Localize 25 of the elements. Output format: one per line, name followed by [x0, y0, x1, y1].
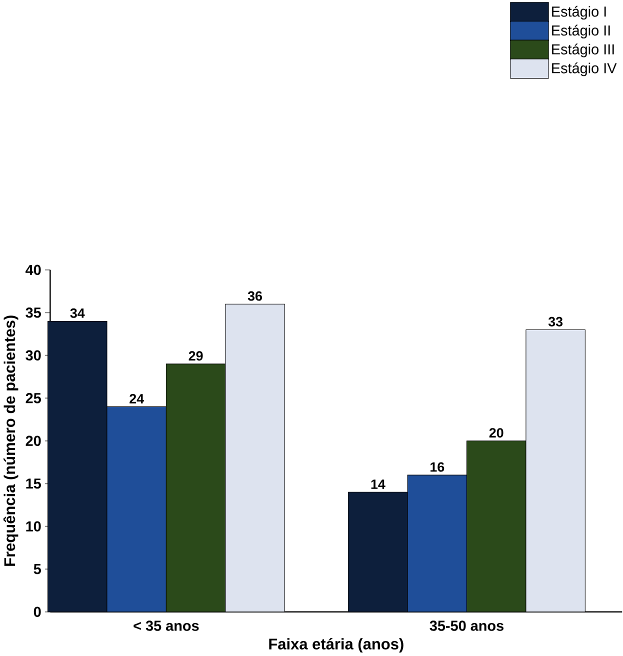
- data-label: 34: [70, 308, 85, 318]
- y-tick-label: 35: [26, 308, 42, 318]
- y-tick-label: 0: [34, 606, 41, 617]
- y-tick-label: 30: [26, 350, 41, 361]
- legend-label: Estágio I: [552, 6, 606, 20]
- y-tick-label: 20: [26, 436, 41, 446]
- data-label: 20: [489, 428, 504, 438]
- data-label: 33: [548, 316, 563, 326]
- y-tick-label: 10: [26, 521, 41, 532]
- y-tick-label: 15: [26, 478, 42, 489]
- y-tick-label: 5: [34, 564, 42, 574]
- legend-label: Estágio III: [552, 44, 614, 58]
- data-label: 16: [430, 462, 444, 472]
- data-label: 29: [188, 351, 203, 361]
- x-axis-title: Faixa etária (anos): [269, 638, 404, 653]
- data-label: 36: [248, 291, 262, 301]
- x-tick-label: < 35 anos: [134, 620, 199, 631]
- y-tick-label: 25: [26, 393, 42, 404]
- x-tick-label: 35-50 anos: [430, 620, 504, 631]
- data-label: 24: [130, 394, 144, 404]
- legend-label: Estágio IV: [552, 62, 617, 76]
- y-tick-label: 40: [26, 264, 41, 276]
- data-label: 14: [371, 480, 386, 489]
- legend-label: Estágio II: [552, 24, 610, 38]
- y-axis-title: Frequência (número de pacientes): [4, 316, 18, 566]
